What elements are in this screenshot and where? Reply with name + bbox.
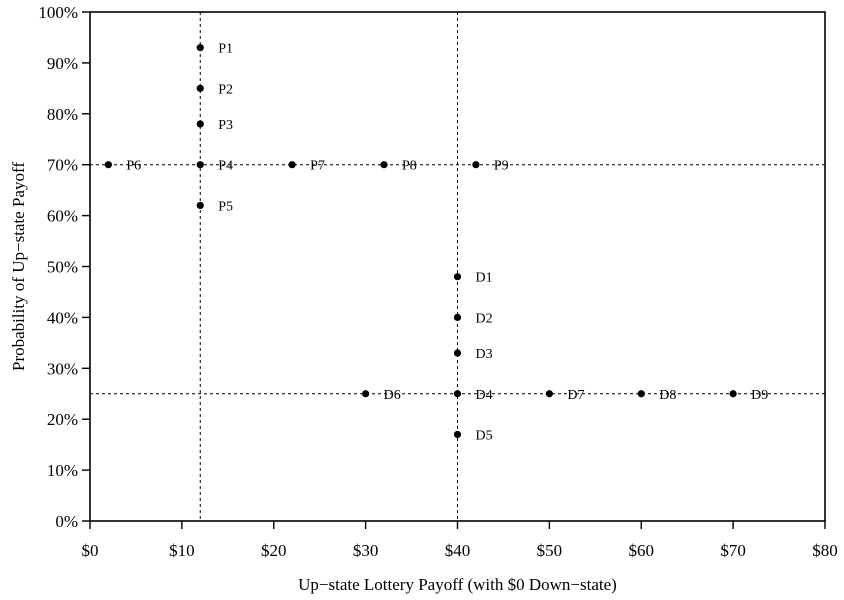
data-point [288, 161, 296, 169]
x-axis: $0 $10 $20 $30 $40 $50 $60 $70 $80 [82, 521, 838, 560]
point-label: D1 [476, 271, 493, 286]
x-axis-title: Up−state Lottery Payoff (with $0 Down−st… [298, 575, 617, 594]
data-point [196, 84, 204, 92]
data-point [380, 161, 388, 169]
y-tick-label: 70% [47, 156, 78, 175]
y-tick-label: 60% [47, 207, 78, 226]
point-label: D4 [476, 388, 493, 403]
x-tick-label: $40 [445, 541, 471, 560]
y-tick-label: 20% [47, 410, 78, 429]
data-point [453, 273, 462, 281]
point-label: D3 [476, 347, 493, 362]
y-tick-label: 90% [47, 54, 78, 73]
x-tick-label: $30 [353, 541, 379, 560]
y-tick-label: 40% [47, 308, 78, 327]
data-point [453, 313, 462, 321]
x-tick-label: $50 [537, 541, 563, 560]
data-point [196, 201, 204, 210]
point-label: P3 [218, 118, 233, 133]
point-label: P2 [218, 82, 233, 97]
data-point [104, 161, 112, 169]
point-label: D2 [476, 311, 493, 326]
data-point [453, 390, 462, 398]
y-tick-label: 0% [55, 512, 78, 531]
point-label: P9 [494, 159, 509, 174]
data-points: P1 P2 P3 P4 P5 P6 P7 P8 P9 D1 D2 D3 D4 D5 D6 D7 D8 D9 [104, 42, 768, 443]
data-point [472, 161, 480, 169]
y-tick-label: 10% [47, 461, 78, 480]
x-tick-label: $80 [812, 541, 838, 560]
point-label: D9 [751, 388, 768, 403]
y-tick-label: 100% [38, 3, 78, 22]
point-label: D6 [384, 388, 401, 403]
reference-lines [90, 12, 825, 521]
point-label: P5 [218, 199, 233, 214]
point-label: D5 [476, 428, 493, 443]
data-point [196, 120, 204, 128]
data-point [545, 390, 553, 398]
y-tick-label: 30% [47, 359, 78, 378]
data-point [453, 349, 462, 357]
x-tick-label: $70 [720, 541, 746, 560]
data-point [729, 390, 737, 398]
point-label: P1 [218, 42, 233, 57]
data-point [196, 44, 204, 52]
point-label: P4 [218, 159, 233, 174]
point-label: P7 [310, 159, 325, 174]
data-point [362, 390, 370, 398]
data-point [196, 161, 204, 169]
y-axis-title: Probability of Up−state Payoff [9, 162, 28, 371]
x-tick-label: $60 [629, 541, 655, 560]
point-label: D7 [567, 388, 584, 403]
data-point [453, 430, 462, 439]
point-label: D8 [659, 388, 676, 403]
x-tick-label: $20 [261, 541, 287, 560]
point-label: P6 [126, 159, 141, 174]
point-label: P8 [402, 159, 417, 174]
y-axis: 0% 10% 20% 30% 40% 50% 60% 70% 80% 90% 100% [38, 3, 90, 531]
x-tick-label: $0 [82, 541, 99, 560]
x-tick-label: $10 [169, 541, 195, 560]
data-point [637, 390, 645, 398]
y-tick-label: 80% [47, 105, 78, 124]
y-tick-label: 50% [47, 258, 78, 277]
